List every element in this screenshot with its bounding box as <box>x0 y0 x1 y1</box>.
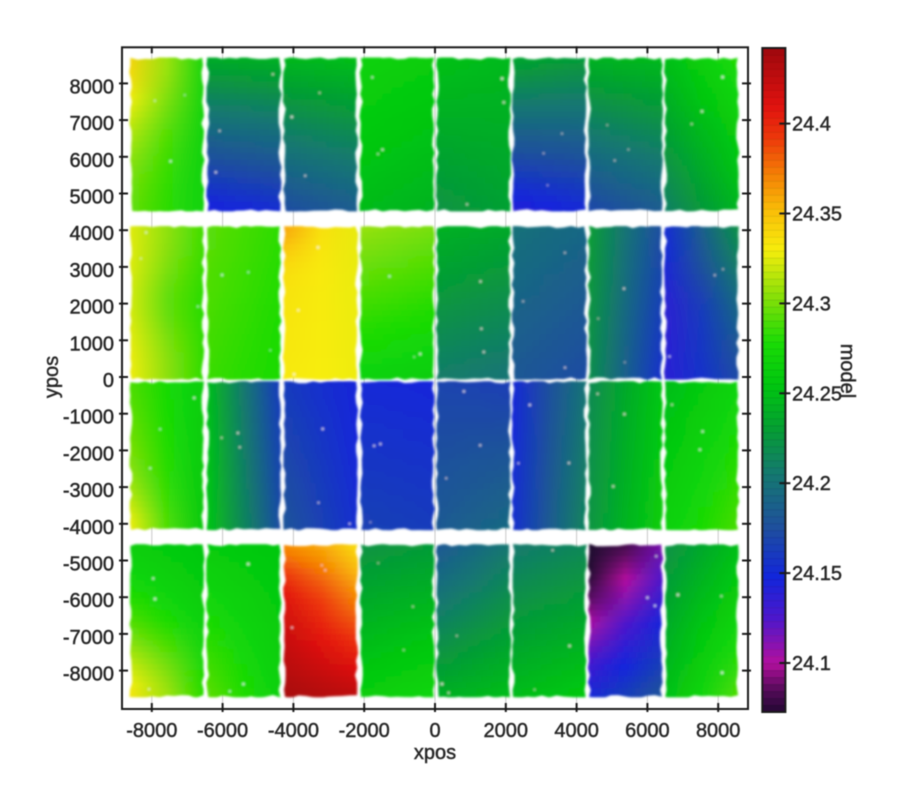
svg-text:24.3: 24.3 <box>792 293 831 315</box>
svg-text:0: 0 <box>103 370 114 392</box>
svg-text:-6000: -6000 <box>63 590 114 612</box>
svg-text:0: 0 <box>429 720 440 742</box>
svg-text:-8000: -8000 <box>126 720 177 742</box>
svg-text:-5000: -5000 <box>63 554 114 576</box>
svg-text:1000: 1000 <box>70 333 115 355</box>
svg-text:-7000: -7000 <box>63 627 114 649</box>
svg-text:24.15: 24.15 <box>792 563 842 585</box>
svg-text:-3000: -3000 <box>63 480 114 502</box>
svg-text:4000: 4000 <box>554 720 599 742</box>
svg-text:7000: 7000 <box>70 113 115 135</box>
svg-text:5000: 5000 <box>70 187 115 209</box>
svg-text:-4000: -4000 <box>63 517 114 539</box>
svg-text:xpos: xpos <box>414 742 456 764</box>
svg-text:-4000: -4000 <box>268 720 319 742</box>
svg-text:24.2: 24.2 <box>792 473 831 495</box>
svg-text:6000: 6000 <box>625 720 670 742</box>
svg-text:24.25: 24.25 <box>792 383 842 405</box>
svg-text:8000: 8000 <box>696 720 741 742</box>
svg-text:24.4: 24.4 <box>792 114 831 136</box>
svg-text:ypos: ypos <box>41 356 63 398</box>
svg-text:3000: 3000 <box>70 260 115 282</box>
svg-text:2000: 2000 <box>70 297 115 319</box>
svg-text:2000: 2000 <box>484 720 529 742</box>
svg-text:24.35: 24.35 <box>792 204 842 226</box>
svg-text:-2000: -2000 <box>339 720 390 742</box>
svg-text:6000: 6000 <box>70 150 115 172</box>
svg-text:24.1: 24.1 <box>792 653 831 675</box>
svg-text:8000: 8000 <box>70 76 115 98</box>
svg-text:-8000: -8000 <box>63 664 114 686</box>
svg-text:-1000: -1000 <box>63 407 114 429</box>
svg-text:-6000: -6000 <box>197 720 248 742</box>
svg-text:model: model <box>836 344 858 398</box>
svg-text:4000: 4000 <box>70 223 115 245</box>
svg-text:-2000: -2000 <box>63 443 114 465</box>
